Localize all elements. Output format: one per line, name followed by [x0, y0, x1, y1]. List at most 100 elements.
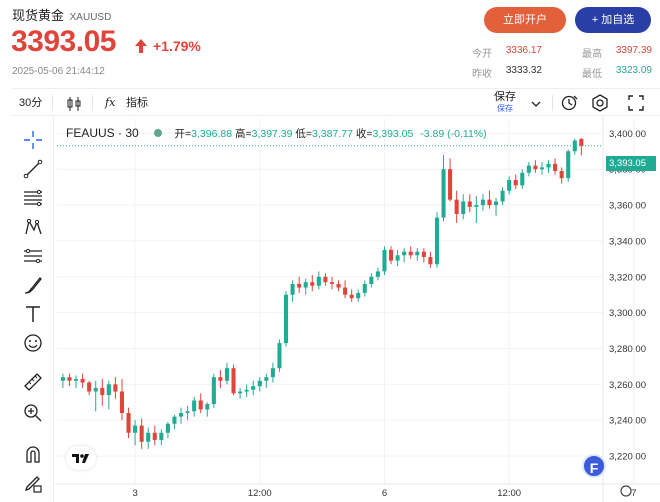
candle-body	[303, 282, 308, 288]
interval-selector[interactable]: 30分	[19, 97, 43, 109]
candle-body	[546, 163, 551, 168]
legend-change: -3.89 (-0.11%)	[420, 128, 487, 140]
instrument-name: 现货黄金 XAUUSD	[12, 5, 111, 24]
candle-body	[395, 255, 400, 261]
candle-body	[73, 378, 79, 381]
stat-open-value: 3336.17	[505, 45, 542, 56]
fullscreen-icon[interactable]	[626, 93, 646, 113]
f-badge[interactable]: F	[582, 454, 606, 478]
y-tick-label: 3,320.00	[609, 272, 646, 283]
candle-body	[382, 249, 387, 272]
open-account-button[interactable]: 立即开户	[484, 7, 566, 33]
candle-body	[343, 287, 348, 295]
tradingview-logo[interactable]	[66, 446, 96, 470]
magnet-icon[interactable]	[22, 444, 44, 466]
x-tick-label: 3	[132, 488, 137, 499]
candle-body	[172, 416, 177, 424]
candle-body	[388, 249, 394, 261]
lock-pencil-icon[interactable]	[22, 472, 44, 494]
candle-body	[231, 368, 236, 394]
toolbar-divider	[92, 95, 93, 111]
alert-clock-icon[interactable]	[560, 93, 580, 113]
candle-body	[257, 380, 262, 387]
toolbar-divider	[552, 95, 553, 111]
stat-prev-close-label: 昨收	[472, 69, 492, 80]
last-price-tag: 3,393.05	[606, 156, 656, 171]
candle-body	[349, 294, 354, 299]
candle-body	[277, 343, 282, 369]
legend-title: FEAUUS · 30	[66, 126, 139, 140]
candle-body	[493, 201, 499, 206]
stat-low-value: 3323.09	[615, 65, 652, 76]
candle-body	[316, 276, 321, 286]
legend-low-label: 低	[295, 128, 306, 140]
stat-low-label: 最低	[582, 69, 602, 80]
candle-body	[106, 384, 111, 396]
up-arrow-icon	[135, 39, 147, 53]
add-watchlist-button[interactable]: + 加自选	[575, 7, 651, 33]
candle-body	[533, 165, 538, 170]
candles-icon[interactable]	[66, 95, 82, 111]
candle-body	[500, 190, 505, 202]
crosshair-icon[interactable]	[22, 129, 44, 151]
candlestick-chart[interactable]: 3,400.003,380.003,360.003,340.003,320.00…	[55, 117, 660, 502]
candle-body	[244, 389, 249, 392]
candle-body	[454, 199, 459, 215]
change-percent: +1.79%	[153, 38, 201, 54]
candle-body	[487, 199, 492, 206]
candle-body	[507, 179, 512, 191]
emoji-icon[interactable]	[22, 332, 44, 354]
quote-header: 现货黄金 XAUUSD 3393.05 +1.79% 2025-05-06 21…	[0, 0, 660, 86]
candle-body	[93, 387, 98, 392]
candle-body	[461, 201, 466, 215]
trendline-icon[interactable]	[22, 158, 44, 180]
candle-body	[60, 377, 65, 381]
candle-body	[448, 169, 453, 200]
candle-body	[375, 271, 380, 277]
candle-body	[428, 257, 433, 265]
brush-icon[interactable]	[22, 274, 44, 296]
candle-body	[251, 386, 256, 390]
chevron-down-icon[interactable]	[530, 95, 542, 111]
candle-body	[467, 201, 472, 207]
candle-body	[539, 167, 545, 170]
candle-body	[310, 282, 315, 286]
ruler-icon[interactable]	[22, 371, 44, 393]
y-tick-label: 3,240.00	[609, 416, 646, 427]
status-dot-icon	[153, 129, 162, 137]
candle-body	[283, 294, 289, 344]
candle-body	[559, 170, 564, 179]
pattern-icon[interactable]	[22, 216, 44, 238]
candle-body	[415, 251, 420, 256]
x-tick-label: 7	[631, 488, 636, 499]
candle-body	[146, 432, 151, 442]
stat-high-label: 最高	[582, 49, 602, 60]
candle-body	[264, 377, 269, 381]
candle-body	[553, 163, 558, 171]
axis-settings-icon[interactable]	[620, 485, 632, 497]
candle-body	[126, 413, 131, 433]
candle-body	[165, 423, 170, 433]
legend-close: 3,393.05	[372, 128, 414, 140]
candle-body	[152, 432, 157, 440]
measure-lines-icon[interactable]	[22, 245, 44, 267]
legend-low: 3,387.77	[312, 128, 353, 140]
candle-body	[198, 400, 203, 410]
zoom-in-icon[interactable]	[22, 402, 44, 424]
fx-icon[interactable]: 𝑓x	[105, 96, 116, 109]
instrument-title: 现货黄金	[12, 8, 65, 23]
candle-body	[362, 283, 367, 293]
candle-body	[402, 251, 407, 256]
indicators-button[interactable]: 指标	[126, 97, 148, 109]
fib-icon[interactable]	[22, 187, 44, 209]
settings-icon[interactable]	[590, 93, 610, 113]
stat-prev-close-value: 3333.32	[505, 65, 542, 76]
save-button[interactable]: 保存 保存	[490, 91, 520, 114]
text-icon[interactable]	[22, 303, 44, 325]
y-tick-label: 3,400.00	[609, 129, 646, 140]
stat-open-label: 今开	[472, 49, 492, 60]
y-tick-label: 3,300.00	[609, 308, 646, 319]
candle-body	[566, 151, 571, 179]
instrument-symbol: XAUUSD	[69, 12, 112, 23]
candle-body	[80, 378, 85, 383]
